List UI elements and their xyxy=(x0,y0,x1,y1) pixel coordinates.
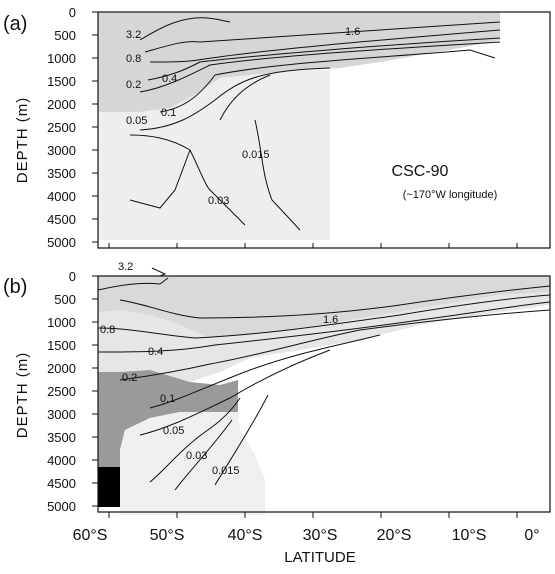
panel-b-depth-tick: 5000 xyxy=(47,499,76,514)
panel-b-depth-ticks: 0 500 1000 1500 2000 2500 3000 3500 4000… xyxy=(47,269,76,514)
panel-b-contour-3.2 xyxy=(97,277,169,291)
panel-a-depth-tick: 1000 xyxy=(47,51,76,66)
panel-b-contour-0.4 xyxy=(97,301,551,353)
panel-a-depth-tick: 5000 xyxy=(47,235,76,250)
panel-a-contour-1.6 xyxy=(144,21,501,53)
panel-a-label-1.6: 1.6 xyxy=(345,26,360,38)
panel-a-contour-0.03 xyxy=(129,134,246,226)
panel-b-depth-tick: 3000 xyxy=(47,407,76,422)
panel-b-label-0.05: 0.05 xyxy=(163,425,184,437)
panel-b-depth-tick: 1000 xyxy=(47,315,76,330)
panel-a-shaded-upper-ocean xyxy=(98,12,500,112)
panel-b-depth-tick: 2500 xyxy=(47,384,76,399)
x-tick: 50°S xyxy=(150,527,185,544)
panel-a-contour-0.05 xyxy=(139,67,331,131)
panel-a-frame xyxy=(97,11,551,249)
panel-b-shaded-stipple xyxy=(120,412,265,515)
panel-b-depth-tick: 500 xyxy=(54,292,76,307)
panel-b-label-0.4: 0.4 xyxy=(148,346,163,358)
panel-a-contour-3.2 xyxy=(139,17,231,41)
panel-a-label-0.8: 0.8 xyxy=(126,53,141,65)
label-pointer-arrow xyxy=(151,267,167,277)
panel-b-contour-1.6 xyxy=(119,285,551,319)
panel-a-depth-tick: 1500 xyxy=(47,74,76,89)
panel-a-label-0.015: 0.015 xyxy=(242,149,270,161)
panel-b-contour-0.03 xyxy=(149,397,241,483)
panel-a-label: (a) xyxy=(3,13,27,35)
panel-a-label-3.2: 3.2 xyxy=(126,29,141,41)
panel-b-label-0.1: 0.1 xyxy=(160,393,175,405)
panel-b-depth-tick: 4500 xyxy=(47,476,76,491)
panel-b-label: (b) xyxy=(3,276,27,298)
x-tick: 20°S xyxy=(377,527,412,544)
panel-a-contour-0.1 xyxy=(159,49,496,113)
panel-a-depth-tick: 4000 xyxy=(47,189,76,204)
panel-a-depth-tick: 3000 xyxy=(47,143,76,158)
panel-a-shaded-thermocline xyxy=(98,70,330,240)
panel-a: 3.2 1.6 0.8 0.4 0.2 0.1 0.05 0.015 0.03 … xyxy=(3,5,551,250)
panel-a-label-0.2: 0.2 xyxy=(126,79,141,91)
panel-a-label-0.05: 0.05 xyxy=(126,115,147,127)
panel-b: 3.2 1.6 0.8 0.4 0.2 0.1 0.05 0.03 0.015 … xyxy=(3,261,551,518)
x-tick: 40°S xyxy=(228,527,263,544)
x-tick: 0° xyxy=(524,527,539,544)
land-mask xyxy=(98,467,120,507)
experiment-note: (~170°W longitude) xyxy=(403,189,498,201)
panel-a-depth-tick: 4500 xyxy=(47,212,76,227)
panel-b-label-0.015: 0.015 xyxy=(212,465,240,477)
panel-a-contour-0.8 xyxy=(149,29,501,63)
panel-b-contour-0.1 xyxy=(149,334,381,409)
panel-b-contour-0.015 xyxy=(174,394,269,491)
panel-a-depth-tick: 2500 xyxy=(47,120,76,135)
panel-a-contour-0.4 xyxy=(147,37,501,81)
panel-b-label-0.03: 0.03 xyxy=(186,450,207,462)
panel-b-shaded-upper-ocean xyxy=(98,276,550,338)
x-axis-label: LATITUDE xyxy=(284,549,355,566)
panel-a-depth-tick: 500 xyxy=(54,28,76,43)
panel-b-label-0.8: 0.8 xyxy=(100,324,115,336)
panel-b-depth-tick: 3500 xyxy=(47,430,76,445)
panel-b-label-0.2: 0.2 xyxy=(122,372,137,384)
panel-a-depth-tick: 0 xyxy=(69,5,76,20)
panel-b-shaded-middle xyxy=(98,292,550,382)
panel-b-contour-0.05 xyxy=(139,349,331,436)
panel-b-depth-tick: 0 xyxy=(69,269,76,284)
x-tick: 60°S xyxy=(73,527,108,544)
panel-b-contour-0.2 xyxy=(119,309,551,381)
panel-a-depth-tick: 2000 xyxy=(47,97,76,112)
panel-b-label-3.2: 3.2 xyxy=(118,261,133,273)
panel-a-depth-tick: 3500 xyxy=(47,166,76,181)
panel-a-label-0.1: 0.1 xyxy=(161,107,176,119)
panel-b-contour-0.8 xyxy=(97,294,551,339)
panel-a-label-0.03: 0.03 xyxy=(208,195,229,207)
panel-a-contour-0.015 xyxy=(219,74,301,231)
panel-b-depth-tick: 1500 xyxy=(47,338,76,353)
panel-b-shaded-dark xyxy=(98,370,238,505)
panel-a-depth-ticks: 0 500 1000 1500 2000 2500 3000 3500 4000… xyxy=(47,5,76,250)
panel-b-depth-tick: 4000 xyxy=(47,453,76,468)
panel-b-y-axis-label: DEPTH (m) xyxy=(14,352,31,439)
experiment-name: CSC-90 xyxy=(392,163,449,180)
panel-b-frame xyxy=(97,275,551,513)
panel-a-y-axis-label: DEPTH (m) xyxy=(14,97,31,184)
x-axis: 60°S 50°S 40°S 30°S 20°S 10°S 0° LATITUD… xyxy=(73,527,540,566)
panel-b-label-1.6: 1.6 xyxy=(323,314,338,326)
panel-b-tick-marks xyxy=(92,275,518,518)
x-tick: 30°S xyxy=(303,527,338,544)
panel-a-contour-0.2 xyxy=(139,41,501,93)
x-tick: 10°S xyxy=(452,527,487,544)
panel-a-label-0.4: 0.4 xyxy=(162,73,177,85)
panel-a-tick-marks xyxy=(92,11,518,248)
panel-b-depth-tick: 2000 xyxy=(47,361,76,376)
